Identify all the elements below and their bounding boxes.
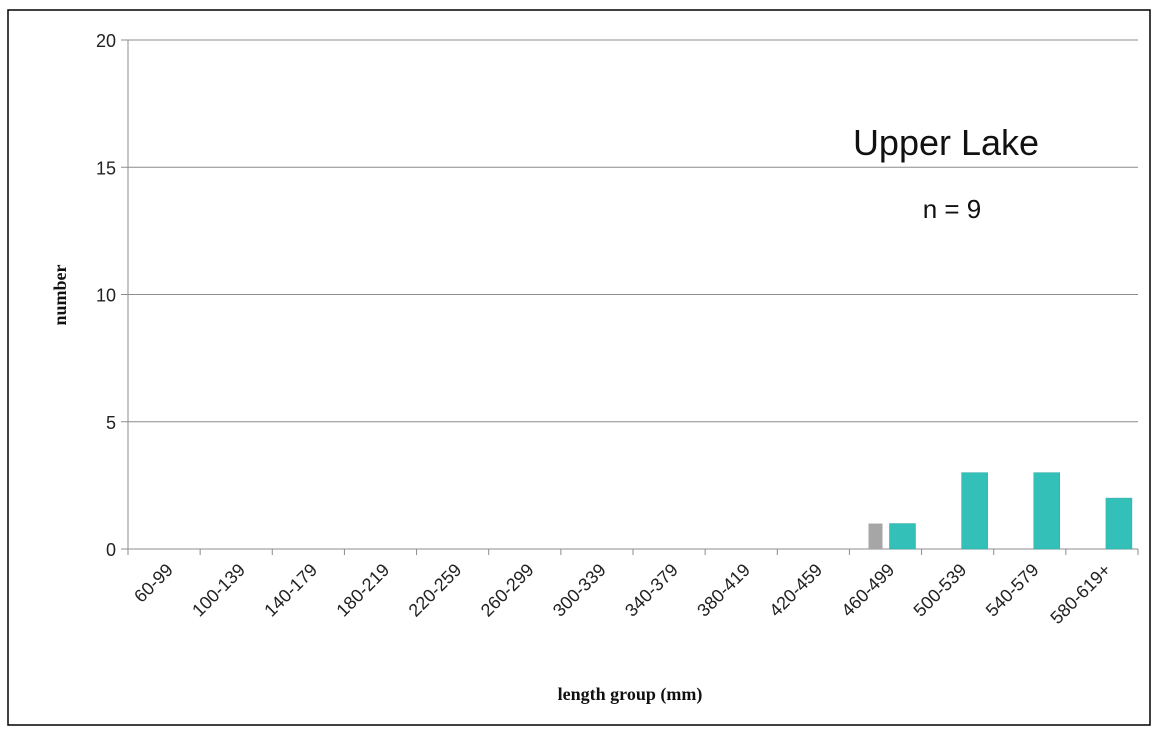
bar	[889, 523, 916, 550]
gridlines	[128, 39, 1138, 423]
sample-size-annotation: n = 9	[923, 194, 982, 224]
bar	[961, 472, 988, 550]
lake-name-annotation: Upper Lake	[853, 122, 1039, 163]
y-tick-label: 20	[96, 31, 116, 51]
bars	[868, 472, 1133, 550]
y-tick-label: 5	[106, 413, 116, 433]
bar	[1033, 472, 1061, 550]
bar	[868, 523, 883, 549]
y-axis-title: number	[50, 264, 70, 325]
y-tick-label: 0	[106, 540, 116, 560]
chart-border	[7, 9, 1151, 726]
x-axis-title: length group (mm)	[558, 684, 703, 705]
bar	[1105, 497, 1133, 550]
y-tick-label: 10	[96, 286, 116, 306]
y-tick-labels: 0 5 10 15 20	[96, 31, 116, 560]
y-tick-label: 15	[96, 158, 116, 178]
